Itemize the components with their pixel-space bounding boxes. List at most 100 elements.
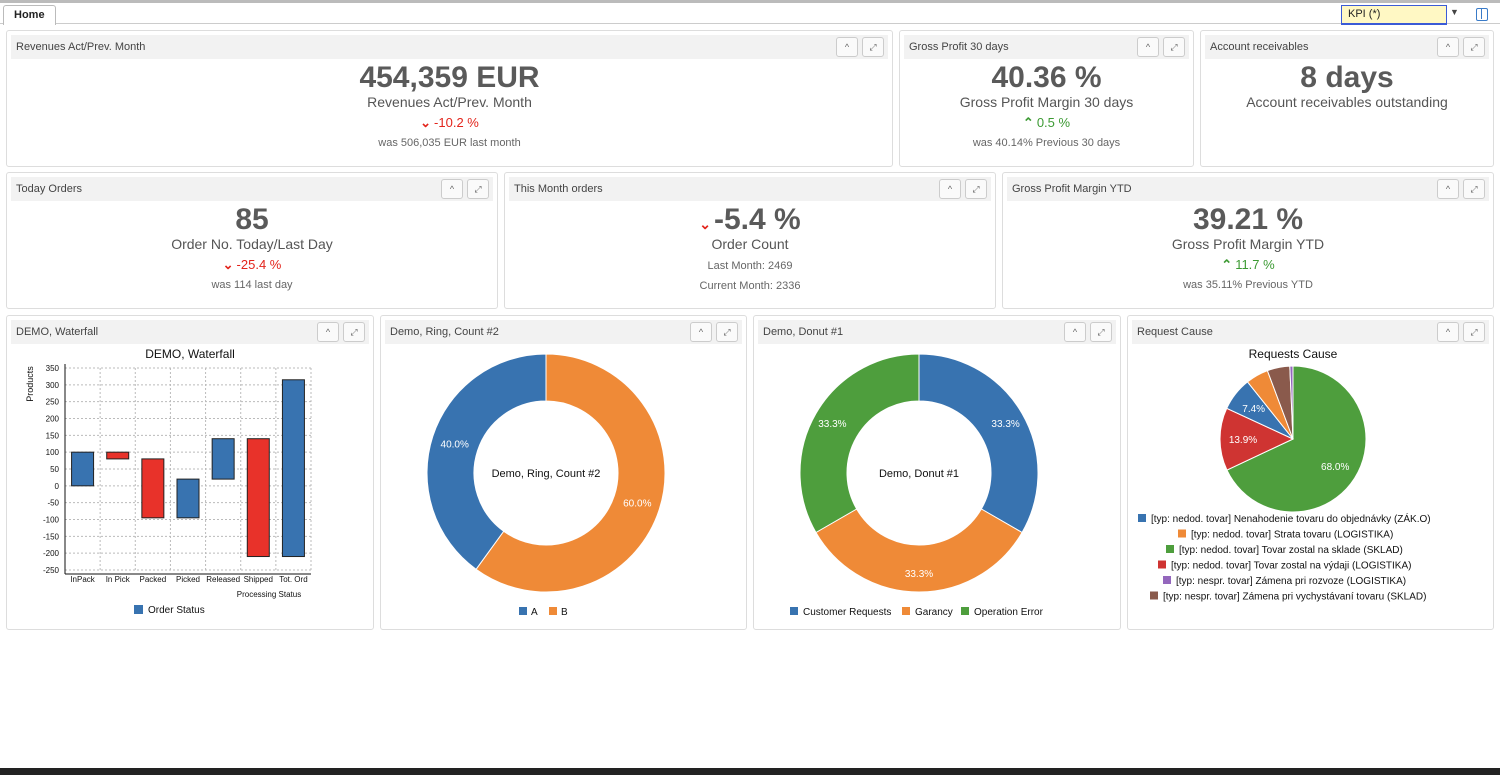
chevron-down-icon: ⌄ bbox=[420, 115, 432, 130]
slice-label: 13.9% bbox=[1229, 435, 1257, 446]
collapse-button[interactable]: ^ bbox=[1137, 37, 1159, 57]
legend-label: Operation Error bbox=[974, 607, 1044, 618]
panel-title: This Month orders bbox=[514, 183, 603, 195]
pie-slice bbox=[918, 353, 1039, 534]
expand-button[interactable]: ⤢ bbox=[467, 179, 489, 199]
slice-label: 33.3% bbox=[905, 569, 933, 580]
legend-label: [typ: nedod. tovar] Tovar zostal na výda… bbox=[1171, 561, 1411, 572]
panel-gross-profit-ytd: Gross Profit Margin YTD ^ ⤢ 39.21 % Gross … bbox=[1002, 172, 1494, 309]
kpi-note-2: Current Month: 2336 bbox=[699, 280, 801, 292]
expand-button[interactable]: ⤢ bbox=[1163, 37, 1185, 57]
legend-swatch bbox=[134, 605, 143, 614]
chevron-down-icon[interactable]: ▼ bbox=[1450, 7, 1459, 17]
legend-label: [typ: nedod. tovar] Tovar zostal na skla… bbox=[1179, 545, 1403, 556]
chart-title: DEMO, Waterfall bbox=[145, 347, 235, 361]
y-tick-label: -150 bbox=[43, 532, 60, 541]
slice-label: 33.3% bbox=[818, 419, 846, 430]
tab-home[interactable]: Home bbox=[3, 5, 56, 25]
legend-label: Customer Requests bbox=[803, 607, 891, 618]
waterfall-bar bbox=[176, 478, 200, 519]
kpi-value: 39.21 % bbox=[1192, 203, 1304, 236]
collapse-button[interactable]: ^ bbox=[939, 179, 961, 199]
waterfall-bar bbox=[71, 451, 95, 487]
slice-label: 60.0% bbox=[623, 499, 651, 510]
pie-slice bbox=[475, 353, 666, 593]
legend-label: B bbox=[561, 607, 568, 618]
kpi-delta: ⌃ 0.5 % bbox=[900, 115, 1193, 131]
kpi-delta: ⌄ -25.4 % bbox=[7, 257, 497, 273]
panel-ring: Demo, Ring, Count #2 ^ ⤢ 60.0% 40.0% Demo, R… bbox=[380, 315, 747, 630]
waterfall-bar bbox=[281, 379, 305, 558]
chart-title: Requests Cause bbox=[1249, 347, 1338, 361]
y-tick-label: 200 bbox=[46, 415, 60, 424]
y-tick-label: 250 bbox=[46, 398, 60, 407]
chevron-down-icon: ⌄ bbox=[699, 216, 711, 232]
panel-header: Gross Profit Margin YTD ^ ⤢ bbox=[1007, 177, 1489, 201]
collapse-button[interactable]: ^ bbox=[690, 322, 712, 342]
collapse-button[interactable]: ^ bbox=[1064, 322, 1086, 342]
x-tick-label: Tot. Ord bbox=[279, 575, 307, 584]
taskbar bbox=[0, 768, 1500, 775]
x-tick-label: InPack bbox=[70, 575, 95, 584]
kpi-subtitle: Gross Profit Margin 30 days bbox=[959, 94, 1134, 110]
ring-chart: 60.0% 40.0% Demo, Ring, Count #2 A B bbox=[426, 353, 666, 618]
panel-header: Revenues Act/Prev. Month ^ ⤢ bbox=[11, 35, 888, 59]
kpi-value: 8 days bbox=[1300, 61, 1394, 94]
panel-account-receivables: Account receivables ^ ⤢ 8 days Account rec… bbox=[1200, 30, 1494, 167]
panel-header: DEMO, Waterfall ^ ⤢ bbox=[11, 320, 369, 344]
y-tick-label: 350 bbox=[46, 364, 60, 373]
expand-button[interactable]: ⤢ bbox=[862, 37, 884, 57]
panel-title: Demo, Donut #1 bbox=[763, 326, 844, 338]
panel-header: Demo, Ring, Count #2 ^ ⤢ bbox=[385, 320, 742, 344]
pie-slice bbox=[1226, 365, 1367, 513]
kpi-select[interactable]: KPI (*) bbox=[1341, 5, 1447, 25]
kpi-subtitle: Order No. Today/Last Day bbox=[171, 236, 333, 252]
collapse-button[interactable]: ^ bbox=[317, 322, 339, 342]
collapse-button[interactable]: ^ bbox=[1437, 322, 1459, 342]
expand-button[interactable]: ⤢ bbox=[343, 322, 365, 342]
x-tick-label: Picked bbox=[176, 575, 200, 584]
waterfall-bar bbox=[106, 451, 130, 460]
slice-label: 68.0% bbox=[1321, 462, 1349, 473]
expand-button[interactable]: ⤢ bbox=[716, 322, 738, 342]
panel-title: Gross Profit 30 days bbox=[909, 41, 1009, 53]
expand-button[interactable]: ⤢ bbox=[1090, 322, 1112, 342]
collapse-button[interactable]: ^ bbox=[836, 37, 858, 57]
y-tick-label: -250 bbox=[43, 566, 60, 575]
kpi-value: 40.36 % bbox=[991, 61, 1102, 94]
panel-header: Demo, Donut #1 ^ ⤢ bbox=[758, 320, 1116, 344]
center-label: Demo, Ring, Count #2 bbox=[492, 468, 601, 480]
kpi-value: ⌄ -5.4 % bbox=[505, 203, 995, 237]
kpi-note: was 40.14% Previous 30 days bbox=[972, 137, 1121, 149]
x-tick-label: In Pick bbox=[106, 575, 131, 584]
kpi-delta-value: 0.5 % bbox=[1036, 115, 1071, 130]
kpi-delta-value: -10.2 % bbox=[434, 115, 479, 130]
pie-slice bbox=[799, 353, 920, 534]
slice-label: 33.3% bbox=[991, 419, 1019, 430]
x-tick-label: Released bbox=[206, 575, 240, 584]
panel-gross-profit-30: Gross Profit 30 days ^ ⤢ 40.36 % Gross Pro… bbox=[899, 30, 1194, 167]
collapse-button[interactable]: ^ bbox=[441, 179, 463, 199]
legend-swatch bbox=[1163, 576, 1171, 584]
legend-swatch bbox=[549, 607, 557, 615]
waterfall-bar bbox=[246, 438, 270, 558]
window-top-border bbox=[0, 0, 1500, 3]
panel-title: Account receivables bbox=[1210, 41, 1309, 53]
collapse-button[interactable]: ^ bbox=[1437, 37, 1459, 57]
expand-button[interactable]: ⤢ bbox=[1463, 322, 1485, 342]
kpi-value: 454,359 EUR bbox=[359, 61, 540, 94]
legend-swatch bbox=[519, 607, 527, 615]
collapse-button[interactable]: ^ bbox=[1437, 179, 1459, 199]
waterfall-bar bbox=[141, 458, 165, 519]
expand-button[interactable]: ⤢ bbox=[1463, 179, 1485, 199]
y-tick-label: -100 bbox=[43, 516, 60, 525]
legend-label: A bbox=[531, 607, 538, 618]
donut-chart: 33.3% 33.3% 33.3% Demo, Donut #1 Customer Re… bbox=[790, 353, 1044, 618]
expand-button[interactable]: ⤢ bbox=[965, 179, 987, 199]
y-axis-label: Products bbox=[25, 366, 35, 402]
legend-swatch bbox=[902, 607, 910, 615]
y-tick-label: 50 bbox=[50, 465, 59, 474]
expand-button[interactable]: ⤢ bbox=[1463, 37, 1485, 57]
book-icon[interactable] bbox=[1476, 8, 1488, 21]
legend-label: [typ: nespr. tovar] Zámena pri vychystáv… bbox=[1163, 592, 1426, 603]
